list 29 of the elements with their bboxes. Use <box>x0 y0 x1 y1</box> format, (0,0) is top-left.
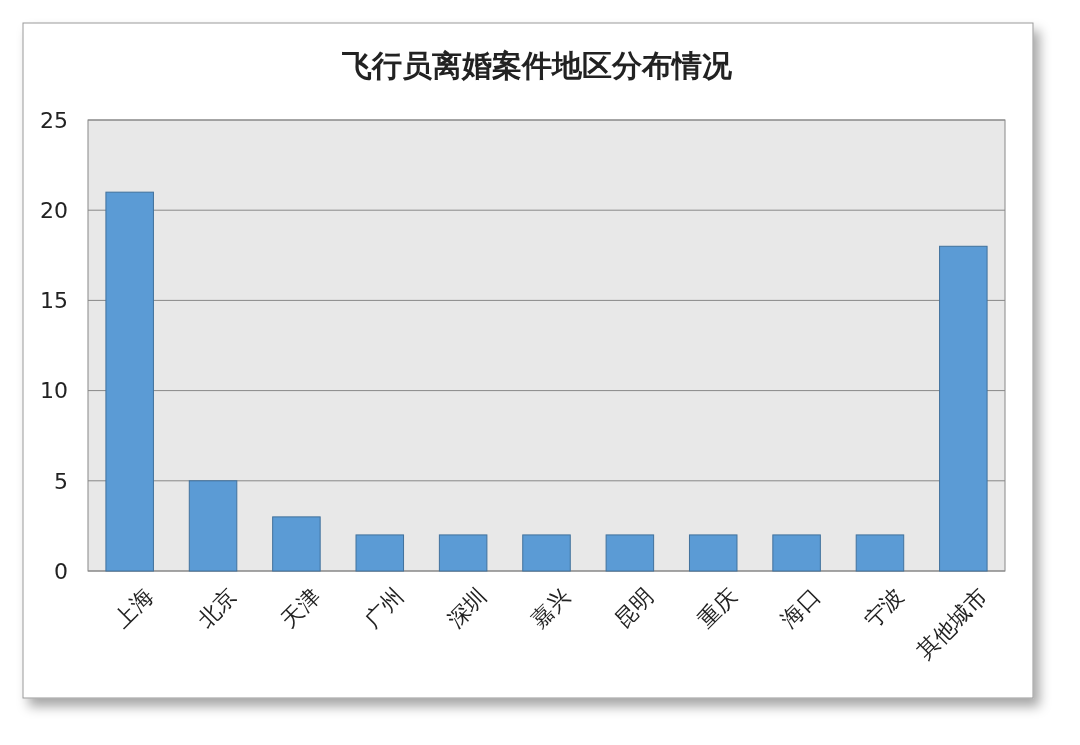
y-tick-label: 10 <box>40 378 68 404</box>
x-tick-label: 上海 <box>109 583 159 633</box>
bar <box>605 534 655 572</box>
x-tick-label: 深圳 <box>442 583 492 633</box>
bar <box>105 191 154 572</box>
x-tick-label: 海口 <box>776 583 826 633</box>
y-tick-label: 5 <box>54 468 68 494</box>
y-tick-label: 20 <box>40 197 68 223</box>
x-tick-label: 其他城市 <box>911 583 992 664</box>
y-tick-label: 15 <box>40 288 68 314</box>
bar <box>939 245 988 572</box>
x-tick-label: 嘉兴 <box>526 583 575 633</box>
bar <box>688 534 738 572</box>
y-tick-label: 0 <box>54 558 68 584</box>
bar <box>188 480 238 572</box>
x-tick-label: 北京 <box>192 583 242 633</box>
bar <box>522 534 571 572</box>
x-tick-label: 广州 <box>359 583 409 633</box>
chart-title: 飞行员离婚案件地区分布情况 <box>340 48 733 83</box>
x-tick-label: 天津 <box>276 583 325 633</box>
x-tick-label: 昆明 <box>609 583 659 633</box>
bar <box>438 534 488 572</box>
bar <box>355 534 405 572</box>
bar <box>855 534 905 572</box>
bar <box>772 534 821 572</box>
x-tick-label: 重庆 <box>692 583 742 633</box>
x-tick-label: 宁波 <box>859 583 909 633</box>
bar <box>272 516 321 572</box>
y-tick-label: 25 <box>40 107 68 133</box>
